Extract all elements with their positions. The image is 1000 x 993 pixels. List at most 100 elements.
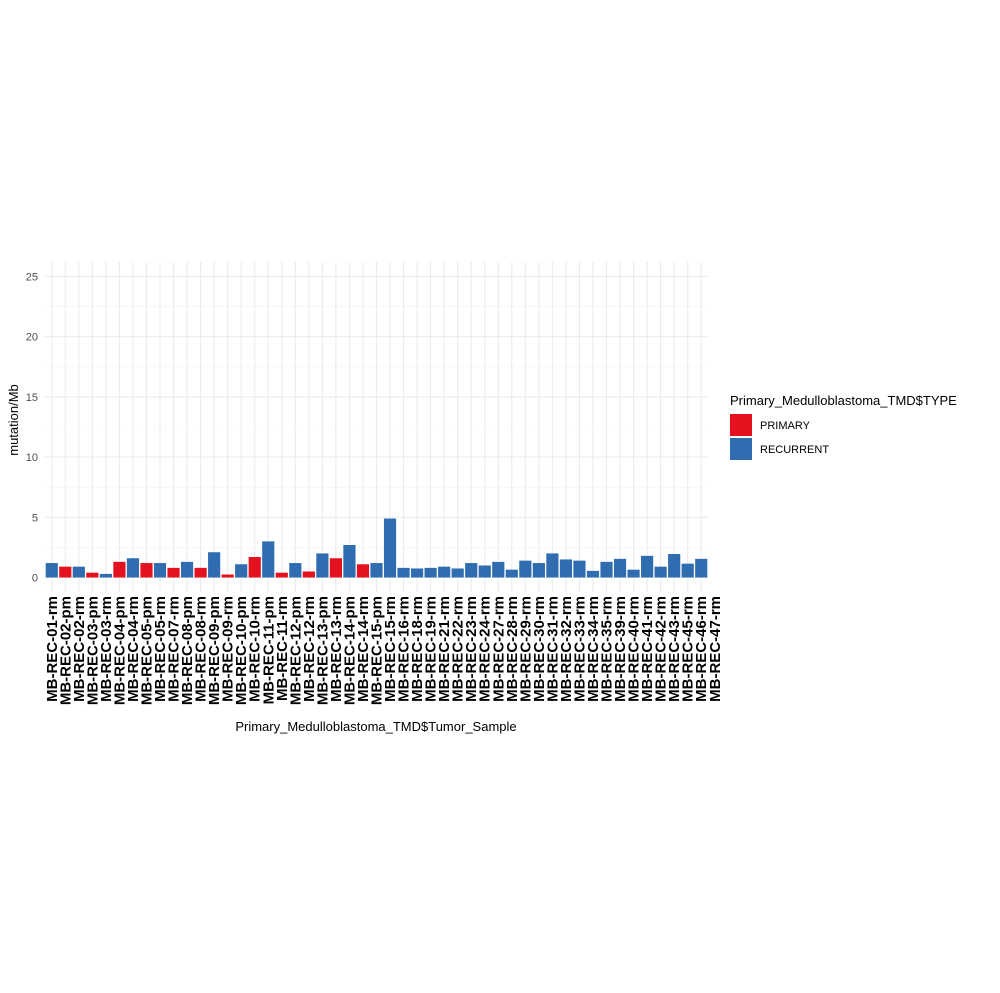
x-tick-label: MB-REC-47-rm xyxy=(707,596,724,702)
x-tick-label: MB-REC-14-rm xyxy=(355,596,372,702)
x-tick-label: MB-REC-12-rm xyxy=(301,596,318,702)
bar-MB-REC-04-rm xyxy=(126,558,140,578)
bar-MB-REC-32-rm xyxy=(559,559,573,578)
bar-MB-REC-40-rm xyxy=(627,569,640,578)
bar-MB-REC-16-rm xyxy=(397,567,410,578)
x-tick-label: MB-REC-07-rm xyxy=(166,596,183,702)
bar-MB-REC-11-rm xyxy=(275,572,288,578)
x-tick-label: MB-REC-05-pm xyxy=(138,596,155,705)
legend-swatch-recurrent xyxy=(730,438,752,460)
x-tick-label: MB-REC-24-rm xyxy=(477,596,494,702)
bar-MB-REC-31-rm xyxy=(546,553,559,578)
x-tick-label: MB-REC-18-rm xyxy=(409,596,426,702)
x-tick-label: MB-REC-03-rm xyxy=(98,596,115,702)
bar-MB-REC-24-rm xyxy=(478,565,491,578)
bar-MB-REC-21-rm xyxy=(438,566,451,578)
bar-MB-REC-35-rm xyxy=(600,561,613,578)
x-tick-label: MB-REC-33-rm xyxy=(571,596,588,702)
bar-MB-REC-33-rm xyxy=(573,560,586,578)
bar-MB-REC-08-rm xyxy=(194,567,207,578)
x-tick-label: MB-REC-40-rm xyxy=(626,596,643,702)
x-tick-label: MB-REC-15-rm xyxy=(382,596,399,702)
x-tick-label: MB-REC-28-rm xyxy=(504,596,521,702)
bar-MB-REC-05-rm xyxy=(153,563,167,578)
bar-MB-REC-42-rm xyxy=(654,566,667,578)
x-tick-label: MB-REC-21-rm xyxy=(436,596,453,702)
x-tick-label: MB-REC-02-pm xyxy=(57,596,74,705)
x-tick-label: MB-REC-31-rm xyxy=(544,596,561,702)
x-tick-label: MB-REC-10-pm xyxy=(233,596,250,705)
bar-MB-REC-27-rm xyxy=(492,561,505,578)
x-tick-label: MB-REC-11-pm xyxy=(260,596,277,704)
x-tick-label: MB-REC-09-rm xyxy=(220,596,237,702)
y-tick-label: 20 xyxy=(26,332,38,344)
bar-MB-REC-23-rm xyxy=(465,563,478,578)
bar-MB-REC-14-rm xyxy=(356,564,370,578)
bar-MB-REC-43-rm xyxy=(668,554,681,578)
x-tick-label: MB-REC-23-rm xyxy=(463,596,480,702)
bar-MB-REC-04-pm xyxy=(113,561,126,578)
y-tick-label: 15 xyxy=(26,392,38,404)
x-tick-label: MB-REC-32-rm xyxy=(558,596,575,702)
x-tick-label: MB-REC-14-pm xyxy=(341,596,358,705)
bar-MB-REC-08-pm xyxy=(180,561,194,578)
x-tick-label: MB-REC-08-rm xyxy=(193,596,210,702)
x-tick-label: MB-REC-34-rm xyxy=(585,596,602,702)
x-tick-label: MB-REC-16-rm xyxy=(396,596,413,702)
x-tick-label: MB-REC-15-pm xyxy=(369,596,386,705)
bar-MB-REC-19-rm xyxy=(424,567,437,578)
x-tick-label: MB-REC-43-rm xyxy=(666,596,683,702)
grid xyxy=(45,262,708,592)
bar-MB-REC-34-rm xyxy=(586,570,600,578)
bar-MB-REC-28-rm xyxy=(505,569,518,578)
x-tick-label: MB-REC-27-rm xyxy=(490,596,507,702)
bar-MB-REC-15-pm xyxy=(370,563,383,578)
legend-label-recurrent: RECURRENT xyxy=(760,444,829,456)
bar-MB-REC-05-pm xyxy=(140,563,153,578)
y-tick-label: 5 xyxy=(32,512,38,524)
x-tick-label: MB-REC-46-rm xyxy=(693,596,710,702)
legend-title: Primary_Medulloblastoma_TMD$TYPE xyxy=(730,393,957,408)
bar-MB-REC-45-rm xyxy=(681,563,694,578)
x-tick-label: MB-REC-02-rm xyxy=(71,596,88,702)
bar-MB-REC-41-rm xyxy=(641,555,654,578)
x-tick-label: MB-REC-11-rm xyxy=(274,596,291,701)
x-tick-label: MB-REC-09-pm xyxy=(206,596,223,705)
x-tick-label: MB-REC-03-pm xyxy=(84,596,101,705)
x-tick-label: MB-REC-39-rm xyxy=(612,596,629,702)
bar-MB-REC-02-rm xyxy=(72,566,85,578)
bar-MB-REC-14-pm xyxy=(343,544,356,578)
x-tick-label: MB-REC-12-pm xyxy=(287,596,304,705)
bar-MB-REC-39-rm xyxy=(613,558,627,578)
x-tick-label: MB-REC-08-pm xyxy=(179,596,196,705)
x-tick-label: MB-REC-04-pm xyxy=(111,596,128,705)
bar-MB-REC-01-rm xyxy=(45,563,58,578)
bar-MB-REC-12-pm xyxy=(289,563,302,578)
bar-MB-REC-22-rm xyxy=(451,568,464,578)
x-tick-label: MB-REC-45-rm xyxy=(680,596,697,702)
x-tick-label: MB-REC-13-pm xyxy=(314,596,331,705)
bar-MB-REC-46-rm xyxy=(695,558,708,578)
x-tick-label: MB-REC-42-rm xyxy=(653,596,670,702)
bar-MB-REC-18-rm xyxy=(411,568,424,578)
legend: Primary_Medulloblastoma_TMD$TYPE PRIMARY… xyxy=(730,393,957,460)
x-tick-label: MB-REC-41-rm xyxy=(639,596,656,702)
bar-MB-REC-13-rm xyxy=(329,558,342,578)
bar-MB-REC-09-rm xyxy=(221,574,234,578)
bar-MB-REC-12-rm xyxy=(302,571,315,578)
bar-MB-REC-03-rm xyxy=(99,573,112,578)
x-tick-label: MB-REC-29-rm xyxy=(517,596,534,702)
bar-MB-REC-10-rm xyxy=(248,557,261,578)
bars xyxy=(45,518,708,578)
bar-MB-REC-07-rm xyxy=(167,567,180,578)
x-tick-label: MB-REC-35-rm xyxy=(599,596,616,702)
x-tick-label: MB-REC-30-rm xyxy=(531,596,548,702)
bar-MB-REC-29-rm xyxy=(519,560,532,578)
y-tick-label: 25 xyxy=(26,272,38,284)
x-tick-label: MB-REC-05-rm xyxy=(152,596,169,702)
x-axis-ticks: MB-REC-01-rmMB-REC-02-pmMB-REC-02-rmMB-R… xyxy=(44,596,724,705)
legend-swatch-primary xyxy=(730,414,752,436)
bar-MB-REC-30-rm xyxy=(532,563,545,578)
bar-MB-REC-10-pm xyxy=(235,564,248,578)
